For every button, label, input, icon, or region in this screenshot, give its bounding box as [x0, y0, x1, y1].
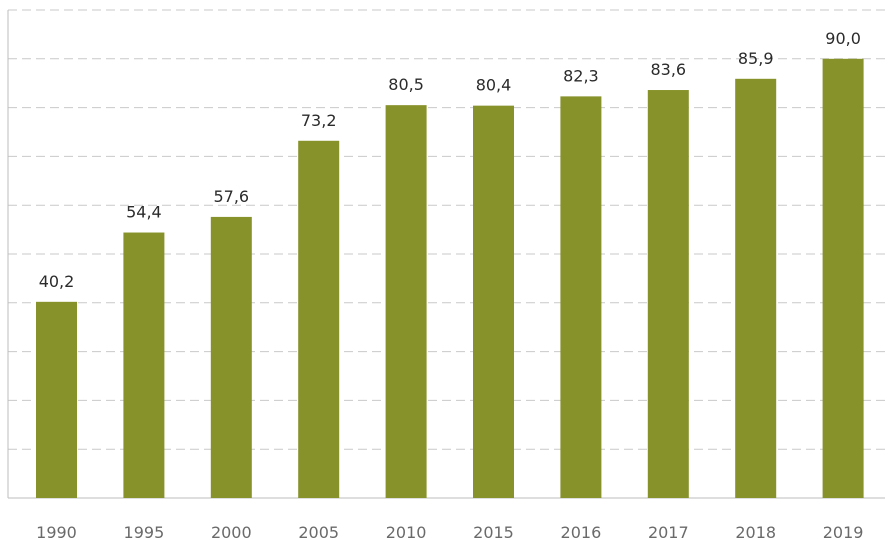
value-labels: 40,2 54,4 57,6 73,2 80,5 80,4 82,3 83,6 85,9 90,0: [39, 29, 861, 291]
x-tick-label-2016: 2016: [561, 523, 602, 540]
value-label-2005: 73,2: [301, 111, 337, 130]
x-tick-label-2019: 2019: [823, 523, 864, 540]
x-tick-label-2015: 2015: [473, 523, 514, 540]
bar-2015: [473, 105, 514, 498]
x-tick-label-1990: 1990: [36, 523, 77, 540]
x-tick-label-2000: 2000: [211, 523, 252, 540]
bar-2010: [385, 105, 427, 498]
value-label-1990: 40,2: [39, 272, 75, 291]
bar-2016: [560, 96, 602, 498]
value-label-2019: 90,0: [825, 29, 861, 48]
bar-1990: [36, 301, 77, 498]
x-tick-label-2017: 2017: [648, 523, 689, 540]
x-tick-labels: 1990 1995 2000 2005 2010 2015 2016 2017 2018 2019: [36, 523, 863, 540]
bar-2017: [647, 90, 689, 499]
bar-2019: [822, 58, 864, 499]
bar-2000: [210, 216, 252, 499]
bar-2018: [735, 78, 777, 499]
value-label-2018: 85,9: [738, 49, 774, 68]
value-label-2000: 57,6: [213, 187, 249, 206]
bar-1995: [123, 232, 165, 498]
bars: [36, 58, 864, 499]
x-tick-label-1995: 1995: [124, 523, 165, 540]
value-label-1995: 54,4: [126, 203, 162, 222]
value-label-2010: 80,5: [388, 75, 424, 94]
bar-2005: [298, 140, 340, 498]
value-label-2015: 80,4: [476, 76, 512, 95]
x-tick-label-2010: 2010: [386, 523, 427, 540]
x-tick-label-2005: 2005: [298, 523, 339, 540]
value-label-2016: 82,3: [563, 66, 599, 85]
x-tick-label-2018: 2018: [735, 523, 776, 540]
value-label-2017: 83,6: [650, 60, 686, 79]
